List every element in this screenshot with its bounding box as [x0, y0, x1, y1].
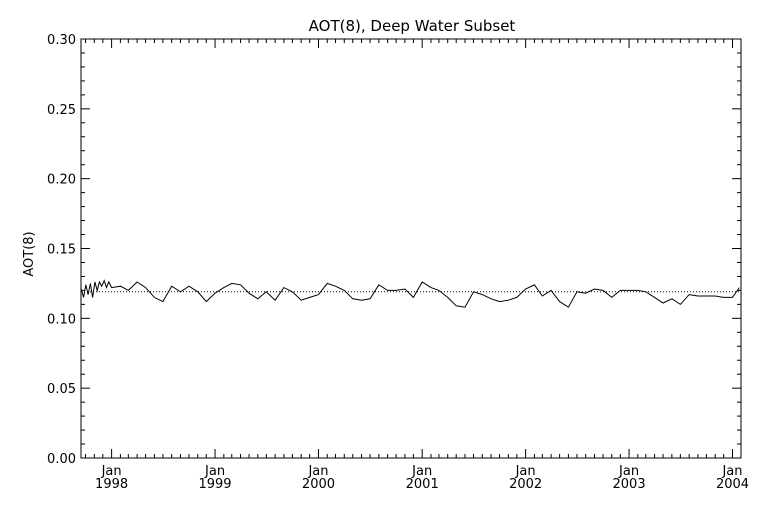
x-tick-label-year: 2003 [613, 477, 646, 492]
y-tick-label: 0.15 [47, 243, 76, 258]
y-tick-label: 0.00 [47, 452, 76, 467]
y-tick-label: 0.20 [47, 173, 76, 188]
y-tick-label: 0.25 [47, 103, 76, 118]
y-tick-label: 0.05 [47, 382, 76, 397]
x-tick-label-year: 1998 [95, 477, 128, 492]
chart-title: AOT(8), Deep Water Subset [309, 17, 516, 35]
x-tick-label-month: Jan [101, 464, 122, 479]
x-tick-label-month: Jan [721, 464, 742, 479]
x-tick-label-year: 2004 [716, 477, 749, 492]
x-tick-label-year: 2002 [509, 477, 542, 492]
x-tick-label-month: Jan [411, 464, 432, 479]
x-tick-label-month: Jan [618, 464, 639, 479]
x-tick-label-month: Jan [515, 464, 536, 479]
x-tick-label-year: 2000 [302, 477, 335, 492]
y-tick-label: 0.10 [47, 312, 76, 327]
y-tick-label: 0.30 [47, 33, 76, 48]
x-tick-label-year: 1999 [198, 477, 231, 492]
x-tick-label-month: Jan [307, 464, 328, 479]
y-axis-label: AOT(8) [22, 231, 37, 276]
x-tick-label-year: 2001 [406, 477, 439, 492]
series-line [80, 279, 740, 308]
plot-frame [80, 38, 742, 459]
x-tick-label-month: Jan [204, 464, 225, 479]
plot-area: 0.000.050.100.150.200.250.30Jan1998Jan19… [47, 33, 749, 492]
